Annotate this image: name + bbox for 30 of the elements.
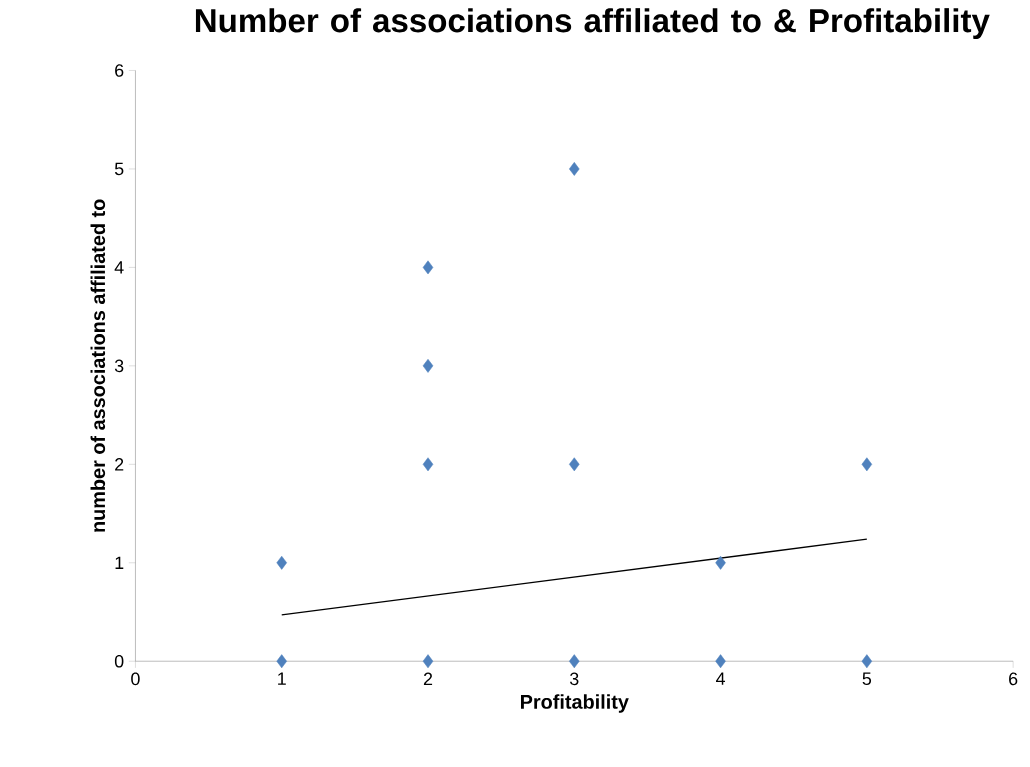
y-tick-label: 5 bbox=[114, 162, 124, 175]
y-tick-label: 4 bbox=[114, 261, 124, 274]
x-tick-label: 2 bbox=[423, 672, 433, 685]
point bbox=[861, 654, 873, 668]
y-axis-title: number of associations affiliated to bbox=[90, 199, 106, 532]
point bbox=[422, 654, 434, 668]
x-tick-label: 3 bbox=[570, 672, 579, 685]
point bbox=[276, 555, 287, 570]
point bbox=[422, 260, 434, 275]
point bbox=[569, 654, 580, 668]
y-tick-label: 2 bbox=[115, 457, 124, 471]
y-tick-label: 1 bbox=[115, 556, 124, 569]
point bbox=[422, 358, 434, 373]
point bbox=[569, 457, 580, 471]
point bbox=[422, 457, 434, 471]
point bbox=[715, 555, 726, 570]
point bbox=[569, 161, 580, 176]
x-tick-label: 5 bbox=[862, 672, 872, 685]
x-tick-label: 6 bbox=[1009, 672, 1018, 685]
y-tick-label: 0 bbox=[114, 654, 124, 668]
chart-title: Number of associations affiliated to & Profitability bbox=[195, 7, 990, 39]
x-axis-title: Profitability bbox=[521, 694, 629, 713]
point bbox=[861, 457, 873, 471]
x-tick-label: 4 bbox=[716, 672, 726, 685]
point bbox=[715, 654, 726, 668]
y-tick-label: 3 bbox=[114, 359, 124, 372]
y-tick-label: 6 bbox=[115, 63, 124, 77]
x-tick-label: 0 bbox=[131, 672, 140, 685]
point bbox=[276, 654, 287, 668]
x-tick-label: 1 bbox=[278, 672, 286, 685]
